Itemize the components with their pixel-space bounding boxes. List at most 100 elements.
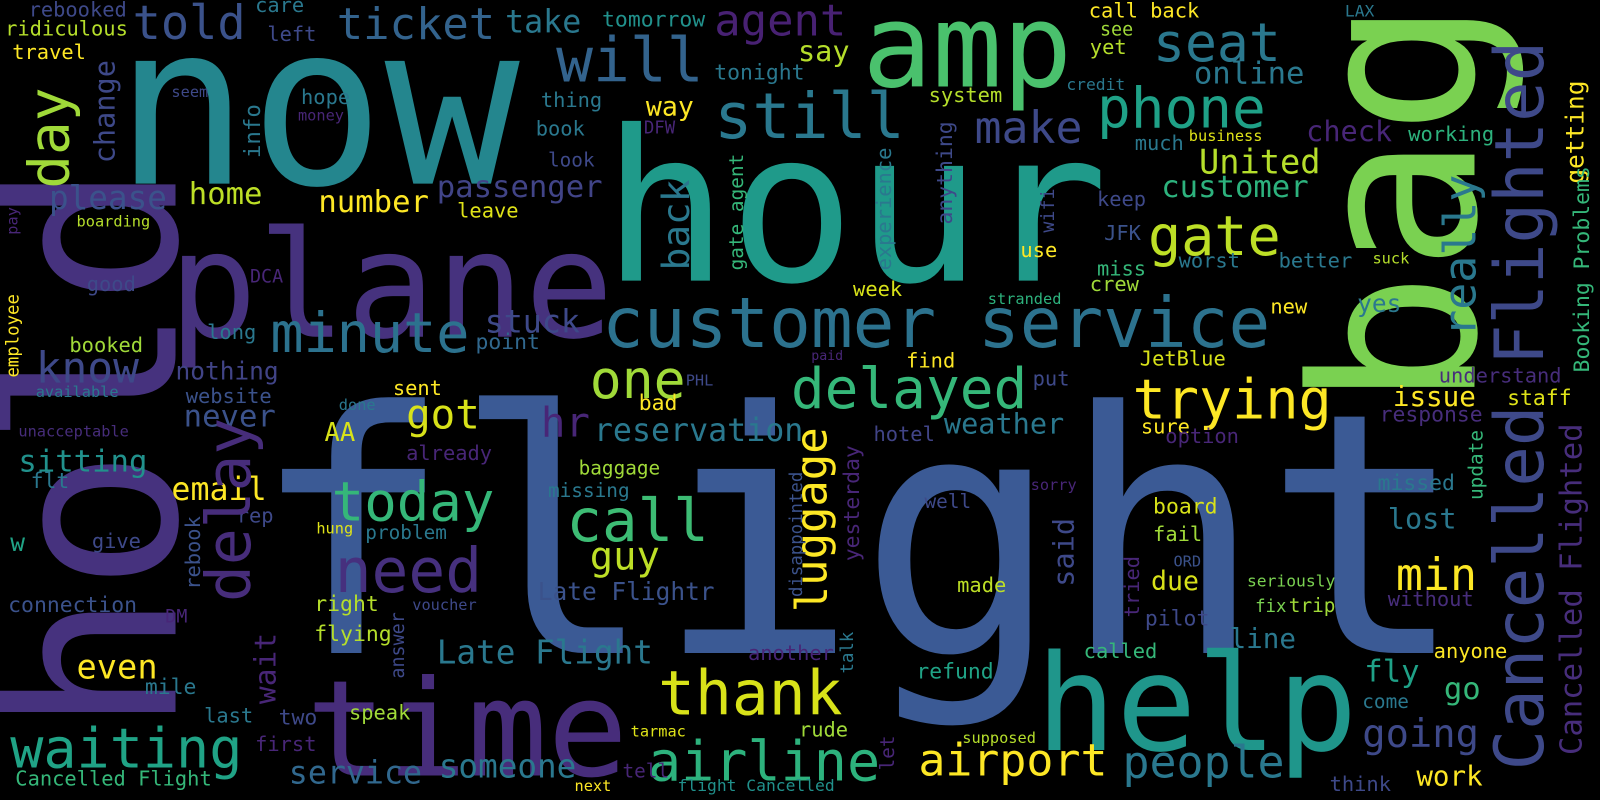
word: airport (918, 734, 1107, 787)
word: sorry (1031, 476, 1077, 494)
word: keep (1097, 187, 1146, 211)
word: tarmac (631, 723, 686, 741)
word: missed (1378, 471, 1455, 496)
word: sure (1141, 415, 1190, 439)
word: flight (250, 341, 1466, 733)
word: ORD (1173, 552, 1201, 570)
word: working (1408, 122, 1494, 146)
word: airline (648, 730, 880, 794)
word: rebook (181, 516, 205, 590)
word: hold (0, 162, 233, 735)
word: rep (237, 503, 274, 527)
word: rude (799, 718, 848, 742)
word: delay (194, 418, 265, 602)
word: said (1046, 518, 1080, 587)
word: change (87, 60, 121, 163)
word: fly (1364, 655, 1419, 690)
word: come (1362, 690, 1409, 713)
word: made (957, 573, 1006, 597)
word: missing (548, 479, 630, 502)
word: business (1189, 127, 1263, 145)
word: take (505, 5, 581, 41)
word: disappointed (787, 472, 807, 597)
word: back (654, 179, 698, 270)
word: tonight (714, 61, 804, 86)
word: customer service (602, 284, 1270, 364)
word: suck (1372, 249, 1409, 267)
word: day (17, 87, 82, 188)
word: DM (165, 606, 187, 627)
word: JFK (1104, 221, 1142, 245)
word: way (646, 91, 694, 122)
word: talk (838, 631, 858, 673)
word: bad (639, 391, 678, 416)
word: really (1434, 175, 1487, 337)
word: supposed (962, 729, 1036, 747)
word: pilot (1145, 607, 1209, 632)
word: United (1199, 142, 1321, 181)
word: call back (1089, 0, 1200, 22)
word: experience (872, 148, 896, 271)
word: sent (393, 376, 442, 400)
word: look (548, 148, 595, 171)
word: need (335, 536, 482, 607)
word: nothing (176, 357, 279, 386)
word: amp (862, 0, 1072, 115)
word: thank (658, 658, 842, 729)
word: line (1230, 623, 1296, 655)
word: without (1388, 587, 1474, 611)
word: JetBlue (1140, 346, 1226, 370)
word: anything (933, 121, 958, 224)
word: unacceptable (18, 423, 129, 441)
word: min (1396, 548, 1477, 601)
word: mile (145, 675, 197, 700)
word: delayed (791, 357, 1027, 422)
word: still (714, 79, 904, 153)
word: phone (1097, 77, 1266, 142)
word: say (798, 34, 850, 68)
word: gate agent (725, 154, 748, 271)
word: see (1100, 20, 1133, 41)
word: please (49, 179, 167, 217)
word: last (204, 703, 253, 727)
word: number (318, 185, 429, 220)
word: hour (602, 86, 1108, 331)
word: issue (1393, 381, 1476, 413)
word: yesterday (840, 445, 865, 561)
word: due (1151, 566, 1199, 597)
word: staff (1507, 386, 1571, 411)
word: plane (168, 200, 613, 372)
word: know (36, 344, 139, 394)
word: getting (1561, 81, 1590, 184)
word: available (36, 383, 119, 401)
word: speak (349, 700, 410, 724)
word: hr (541, 399, 590, 447)
word: hung (316, 520, 353, 538)
word: Booking Problems (1570, 166, 1595, 372)
word: board (1153, 494, 1217, 519)
word: another (748, 641, 834, 665)
word: response (1380, 402, 1483, 427)
word: go (1444, 672, 1481, 707)
word: voucher (412, 596, 476, 614)
word: leave (457, 198, 518, 222)
word: AA (324, 418, 355, 448)
word: seem (171, 83, 208, 101)
word: hotel (873, 422, 934, 446)
word: make (974, 101, 1082, 154)
word: people (1122, 736, 1284, 789)
word: lost (1388, 502, 1457, 536)
word: well (924, 490, 971, 513)
word: yes (1357, 289, 1401, 318)
word: rebooked (29, 0, 127, 21)
word: pay (3, 207, 21, 235)
word: use (1020, 238, 1057, 262)
word: system (929, 83, 1003, 107)
word: ridiculous (5, 17, 128, 41)
word: today (332, 470, 495, 533)
word: better (1279, 248, 1353, 272)
word: never (184, 400, 276, 435)
word: reservation (594, 413, 803, 449)
